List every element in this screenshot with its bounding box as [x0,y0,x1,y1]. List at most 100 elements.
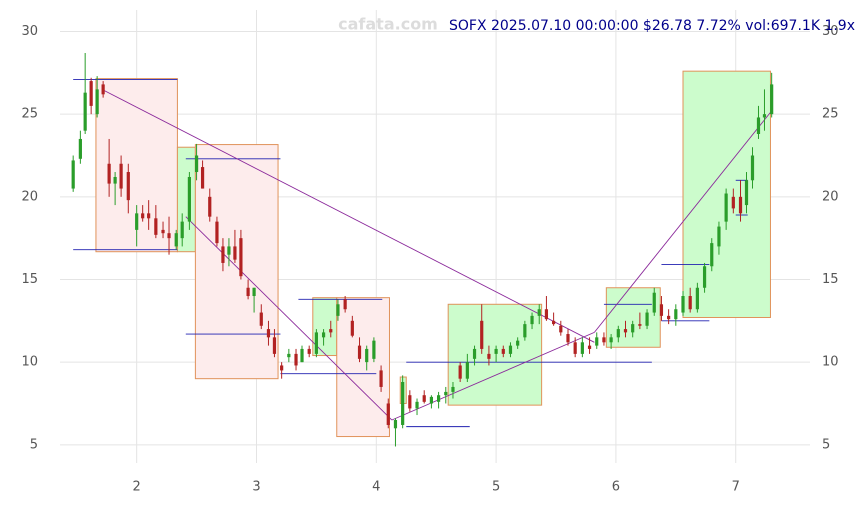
trend-line [185,216,393,421]
candle-body [587,345,592,349]
candle-body [300,348,304,363]
candle-body [494,348,498,354]
candle-body [422,395,426,402]
candle-body [566,334,570,343]
candle-body [107,163,111,184]
indicator-lines [73,78,773,428]
candle-body [429,396,434,404]
candle-body [544,309,549,320]
candle-body [266,329,271,338]
trend-line [101,88,595,343]
candle-body [595,337,599,346]
candle-body [609,337,613,343]
candle-body [523,324,527,338]
candle-body [101,84,105,95]
candle-body [294,353,298,366]
candle-body [744,180,749,206]
zone [447,303,543,406]
candle-body [638,324,642,326]
candle-body [770,84,774,115]
candle-body [280,365,284,371]
candle-body [631,324,635,333]
candle-body [307,348,311,354]
candle-body [154,218,158,235]
candle-body [762,114,767,118]
candle-body [272,337,277,354]
candle-body [89,81,93,106]
candle-body [194,155,199,173]
labels: 5 5 10 10 15 15 20 20 25 25 30 30 2 3 4 5 6 7 [21,24,838,495]
y-tick-label: 10 [21,355,38,370]
trend-line [593,110,773,333]
candle-body [756,117,761,134]
zone [605,287,661,348]
candle-body [401,381,405,425]
candle-body [724,193,728,222]
candle-body [616,329,620,338]
y-tick-label: 15 [21,272,38,287]
candle-body [314,332,318,354]
candle-body [436,395,441,402]
candle-body [287,353,291,358]
candle-body [537,309,541,316]
candle-body [602,337,606,343]
candle-body [444,391,448,396]
x-tick-label: 5 [492,480,500,495]
candle-body [731,196,735,209]
candle-body [78,138,82,159]
watermark: cafata.com [338,15,438,34]
trend-line [391,331,595,421]
candle-body [508,345,513,354]
candle-body [480,320,484,349]
candle-body [458,365,462,379]
candle-body [71,160,75,189]
candle-body [530,315,534,325]
x-tick-label: 7 [732,480,740,495]
y2-tick-label: 20 [822,189,839,204]
candle-body [329,329,333,333]
candle-body [83,92,87,131]
candle-body [343,299,347,310]
candle-body [738,196,743,214]
candle-body [695,287,699,310]
y-tick-label: 25 [21,107,38,122]
candle-body [365,348,369,363]
x-tick-label: 2 [133,480,141,495]
candle-body [516,340,520,346]
candle-body [379,370,383,387]
zone [176,146,196,253]
candle-body [667,315,671,320]
candle-body [386,403,390,425]
candle-body [573,342,577,354]
candle-body [126,172,130,201]
candle-body [161,229,165,234]
candle-body [702,266,707,288]
candle-body [321,332,326,338]
candle-body [119,163,123,189]
candle-body [357,345,362,359]
candle-body [415,401,419,409]
candle-body [472,348,477,359]
candle-body [174,233,178,247]
candle-body [113,176,117,184]
candle-body [674,309,678,320]
candle-body [623,329,628,333]
candle-body [465,362,469,379]
candle-body [552,320,556,325]
zone [194,144,279,380]
candle-body [580,342,584,354]
y2-tick-label: 30 [822,24,839,39]
candle-body [141,213,145,219]
candle-body [221,246,225,263]
candle-body [187,176,191,222]
candle-body [200,167,205,189]
y-tick-label: 30 [21,24,38,39]
candle-body [239,238,243,277]
candle-body [350,320,354,336]
candle-body [681,296,685,313]
candle-body [645,312,649,326]
candle-body [147,213,151,219]
candle-body [252,287,256,297]
candle-body [451,386,455,392]
candle-body [167,233,171,239]
